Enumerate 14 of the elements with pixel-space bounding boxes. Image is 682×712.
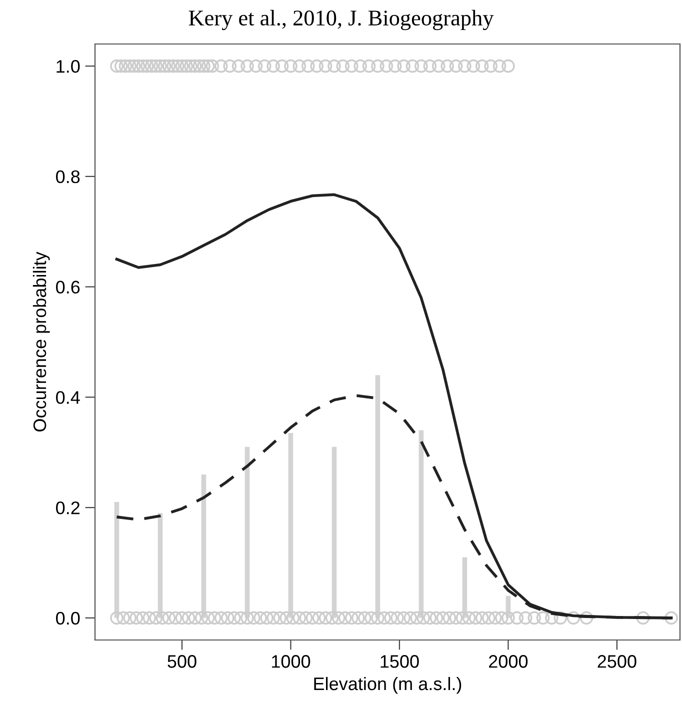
y-tick-label: 0.8 — [56, 170, 80, 184]
x-tick-label: 1000 — [272, 655, 310, 668]
x-tick-label: 1500 — [380, 655, 419, 668]
y-tick-label: 0.6 — [56, 280, 80, 294]
x-tick-label: 500 — [168, 655, 196, 668]
y-tick-label: 1.0 — [56, 60, 80, 73]
y-tick-label: 0.0 — [56, 612, 80, 625]
y-tick-label: 0.4 — [56, 391, 80, 404]
chart-title: Kery et al., 2010, J. Biogeography — [188, 10, 494, 30]
x-axis-title: Elevation (m a.s.l.) — [314, 676, 462, 694]
y-tick-label: 0.2 — [56, 501, 80, 514]
x-tick-label: 2500 — [598, 655, 636, 668]
x-tick-label: 2000 — [489, 655, 528, 668]
y-axis-title: Occurrence probability — [32, 252, 50, 432]
